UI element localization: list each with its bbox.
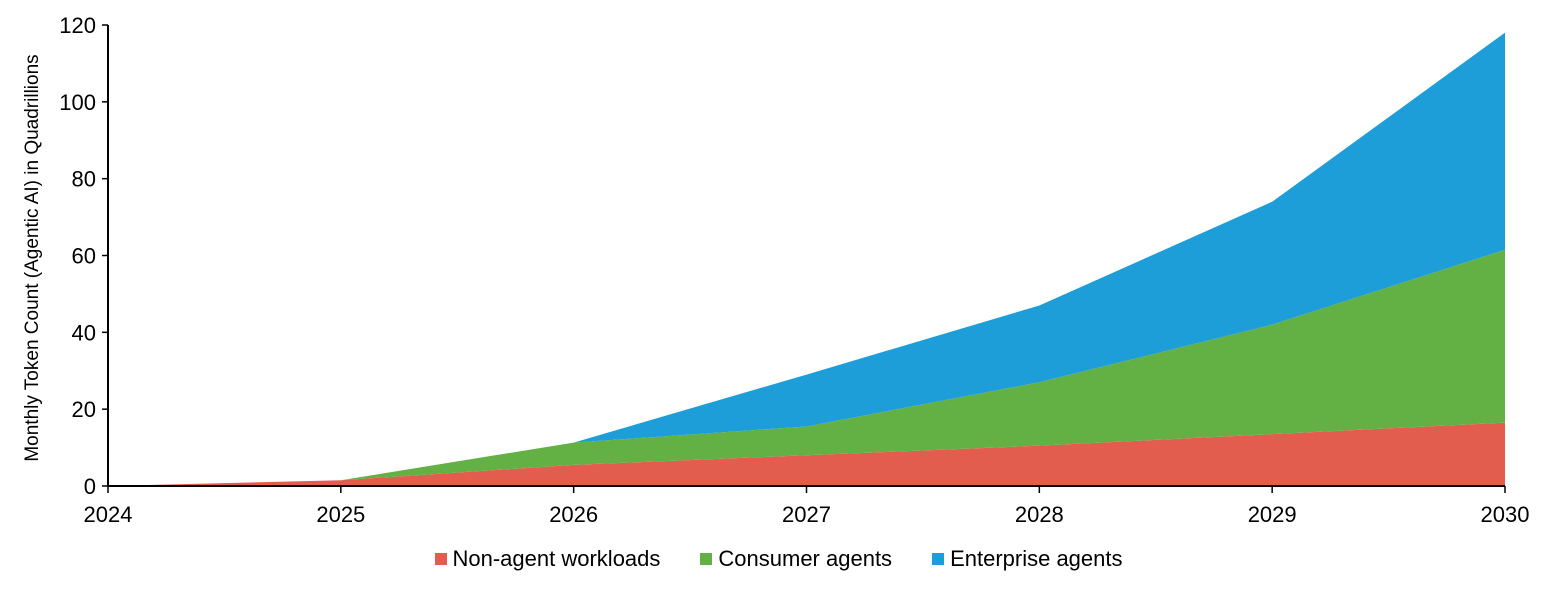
x-tick-label: 2029: [1248, 502, 1297, 527]
y-tick-label: 120: [59, 13, 96, 38]
legend-item: Non-agent workloads: [434, 546, 661, 572]
x-tick-label: 2026: [549, 502, 598, 527]
legend: Non-agent workloads Consumer agents Enterp…: [0, 546, 1557, 572]
legend-swatch: [700, 553, 713, 565]
legend-item: Enterprise agents: [932, 546, 1123, 572]
y-tick-label: 100: [59, 90, 96, 115]
legend-item: Consumer agents: [700, 546, 892, 572]
y-tick-label: 80: [72, 167, 96, 192]
y-tick-label: 40: [72, 320, 96, 345]
legend-swatch: [932, 553, 945, 565]
area-series-3: [108, 32, 1505, 486]
area-series-2: [108, 249, 1505, 486]
y-tick-label: 60: [72, 244, 96, 269]
y-tick-label: 0: [84, 474, 96, 499]
legend-swatch: [434, 553, 447, 565]
x-tick-label: 2028: [1015, 502, 1064, 527]
x-tick-label: 2027: [782, 502, 831, 527]
legend-label: Non-agent workloads: [452, 546, 661, 571]
legend-label: Enterprise agents: [950, 546, 1123, 571]
area-layers: [108, 32, 1505, 486]
x-tick-label: 2030: [1481, 502, 1530, 527]
legend-label: Consumer agents: [718, 546, 893, 571]
axes: 0 20 40 60 80 100 120 2024 2025 2026 2027 2028 2029 2…: [59, 13, 1529, 527]
y-tick-label: 20: [72, 397, 96, 422]
area-series-1: [108, 422, 1505, 486]
x-tick-label: 2025: [316, 502, 365, 527]
stacked-area-chart: 0 20 40 60 80 100 120 2024 2025 2026 2027 2028 2029 2…: [22, 13, 1529, 527]
x-tick-label: 2024: [84, 502, 133, 527]
y-axis-label: Monthly Token Count (Agentic AI) in Quad…: [22, 54, 43, 461]
